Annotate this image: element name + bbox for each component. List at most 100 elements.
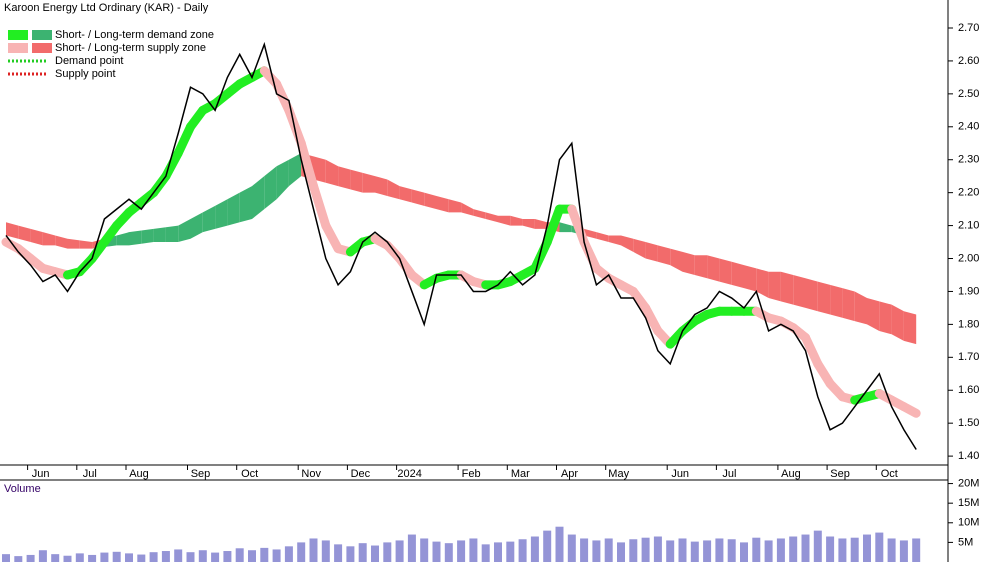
- volume-title: Volume: [4, 483, 41, 495]
- long-term-zone: [399, 186, 412, 203]
- volume-bar: [457, 540, 466, 562]
- volume-bar: [727, 539, 736, 562]
- volume-bar: [260, 547, 269, 562]
- volume-bar: [75, 553, 84, 562]
- volume-bar: [284, 546, 293, 562]
- long-term-zone: [190, 212, 203, 239]
- long-term-zone: [608, 235, 621, 246]
- volume-bar: [617, 542, 625, 562]
- volume-bar: [14, 556, 23, 562]
- y-tick-label: 2.10: [958, 219, 979, 231]
- long-term-zone: [903, 311, 917, 345]
- volume-bar: [506, 541, 515, 562]
- long-term-zone: [842, 288, 855, 322]
- y-tick-label: 1.80: [958, 318, 979, 330]
- volume-bar: [38, 550, 47, 562]
- volume-bar: [863, 534, 871, 562]
- long-term-zone: [682, 251, 695, 275]
- volume-bar: [875, 532, 884, 562]
- legend-label: Supply point: [55, 68, 116, 80]
- price-line: [5, 41, 917, 450]
- volume-bar: [481, 544, 490, 562]
- long-term-zone: [719, 258, 732, 285]
- long-term-zone: [264, 166, 277, 210]
- legend-label: Short- / Long-term supply zone: [55, 42, 206, 54]
- long-term-zone: [756, 268, 769, 299]
- short-term-zone: [296, 138, 318, 191]
- chart-title: Karoon Energy Ltd Ordinary (KAR) - Daily: [4, 2, 209, 14]
- x-tick-label: Aug: [129, 468, 149, 480]
- volume-bar: [137, 554, 146, 562]
- legend-swatch: [8, 43, 28, 53]
- volume-bar: [174, 549, 183, 562]
- long-term-zone: [621, 235, 634, 252]
- long-term-zone: [153, 227, 166, 243]
- volume-tick-label: 5M: [958, 536, 973, 548]
- volume-bar: [100, 552, 109, 562]
- x-tick-label: Oct: [881, 468, 898, 480]
- volume-bar: [752, 537, 761, 562]
- volume-bar: [678, 538, 687, 562]
- long-term-zone: [584, 228, 597, 239]
- long-term-zone: [202, 205, 216, 233]
- y-tick-label: 2.20: [958, 187, 979, 199]
- y-tick-label: 2.30: [958, 154, 979, 166]
- long-term-zone: [141, 228, 154, 244]
- short-term-zone: [579, 237, 601, 273]
- long-term-zone: [879, 301, 892, 335]
- volume-bar: [653, 536, 662, 562]
- volume-bar: [530, 536, 539, 562]
- volume-bar: [309, 538, 318, 562]
- volume-bar: [371, 545, 379, 562]
- x-tick-label: Aug: [781, 468, 801, 480]
- x-tick-label: 2024: [397, 468, 421, 480]
- volume-bar: [912, 538, 921, 562]
- volume-bar: [567, 534, 576, 562]
- volume-bar: [51, 554, 60, 562]
- long-term-zone: [744, 265, 757, 292]
- long-term-zone: [830, 284, 843, 318]
- x-tick-label: Jun: [32, 468, 50, 480]
- long-term-zone: [436, 195, 449, 213]
- volume-bar: [198, 550, 207, 562]
- long-term-zone: [780, 271, 794, 305]
- volume-bar: [88, 554, 97, 562]
- long-term-zone: [313, 156, 326, 183]
- y-tick-label: 2.00: [958, 252, 979, 264]
- long-term-zone: [768, 271, 781, 302]
- long-term-zone: [633, 238, 646, 259]
- y-tick-label: 1.90: [958, 285, 979, 297]
- volume-bar: [666, 540, 675, 562]
- volume-bar: [125, 553, 133, 562]
- volume-bar: [641, 537, 650, 562]
- long-term-zone: [178, 218, 191, 243]
- volume-bar: [826, 536, 835, 562]
- long-term-zone: [805, 278, 818, 312]
- long-term-zone: [227, 192, 240, 226]
- volume-bar: [690, 541, 699, 562]
- long-term-zone: [731, 261, 744, 289]
- volume-bar: [444, 543, 453, 562]
- long-term-zone: [55, 235, 68, 249]
- y-tick-label: 1.60: [958, 384, 979, 396]
- long-term-zone: [522, 218, 535, 229]
- long-term-zone: [596, 232, 609, 243]
- volume-bar: [2, 554, 10, 562]
- long-term-zone: [694, 255, 708, 279]
- long-term-zone: [362, 172, 375, 193]
- long-term-zone: [276, 159, 289, 200]
- x-tick-label: Mar: [511, 468, 530, 480]
- volume-bar: [334, 544, 343, 562]
- x-tick-label: Nov: [301, 468, 321, 480]
- volume-bar: [518, 539, 527, 562]
- volume-bar: [186, 552, 195, 562]
- long-term-zone: [18, 225, 31, 243]
- volume-bar: [432, 541, 441, 562]
- y-tick-label: 2.50: [958, 88, 979, 100]
- volume-bar: [838, 538, 847, 562]
- volume-bar: [395, 540, 404, 562]
- long-term-zone: [79, 240, 93, 249]
- long-term-zone: [645, 242, 658, 262]
- volume-bar: [358, 543, 367, 562]
- long-term-zone: [534, 218, 548, 229]
